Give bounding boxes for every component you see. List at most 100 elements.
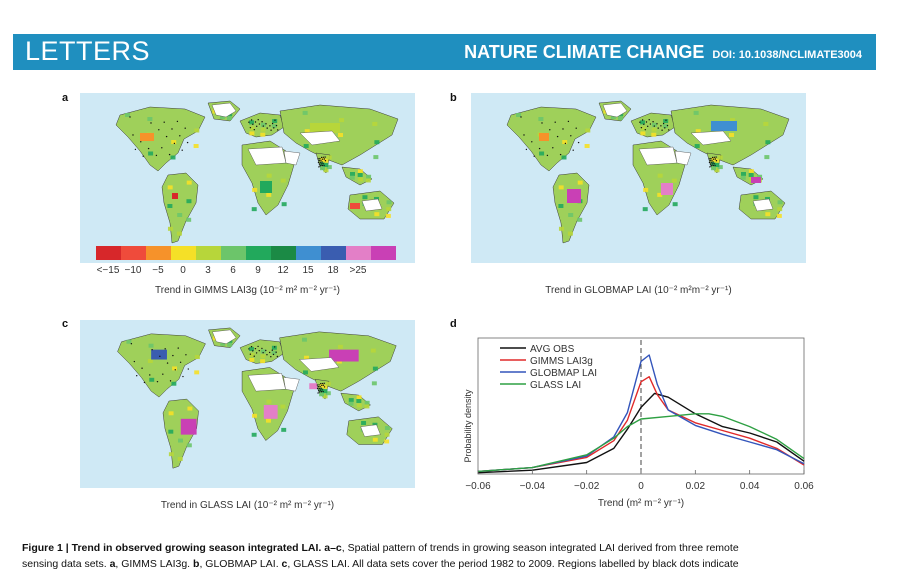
significance-dot [523,134,525,136]
x-tick-label: −0.04 [520,481,546,492]
colorbar-ticks: <−15 −10 −5 0 3 6 9 12 15 18 >25 [96,265,406,277]
trend-patch [657,192,663,197]
legend-label: GIMMS LAI3g [530,356,593,367]
trend-patch [186,199,192,204]
panel-label-c: c [62,318,69,330]
significance-dot [268,351,271,354]
significance-dot [155,154,158,157]
map-panel-c [80,320,415,488]
significance-dot [321,158,324,160]
panel-label-d: d [450,318,457,330]
significance-dot [562,128,564,130]
trend-patch [617,116,623,121]
trend-patch [764,155,770,160]
significance-dot [249,126,252,129]
trend-patch [765,140,771,145]
significance-dot [275,351,277,353]
significance-dot [317,386,320,388]
significance-dot [164,348,166,350]
trend-patch [362,195,368,200]
trend-patch [356,403,362,408]
trend-patch [717,155,723,160]
trend-patch [249,120,255,125]
significance-dot [249,353,252,355]
legend-label: GLOBMAP LAI [530,368,597,379]
y-axis-label: Probability density [463,389,473,463]
x-tick-label: −0.06 [465,481,491,492]
caption-c: Trend in GLASS LAI (10⁻² m² m⁻² yr⁻¹) [160,500,335,511]
significance-dot [270,356,272,358]
caption-a-text: , GIMMS LAI3g. [115,558,194,570]
significance-dot [554,121,556,123]
significance-dot [149,374,151,376]
nodata-greenland-ice [212,329,237,344]
significance-dot [520,116,522,118]
significance-dot [714,158,717,160]
trend-patch [695,129,701,134]
significance-dots [130,343,326,394]
section-title: LETTERS [25,36,151,66]
colorbar-swatch [371,246,396,260]
significance-dot [276,355,279,358]
significance-dot [541,122,543,124]
world-map-c [117,327,397,469]
significance-dot [525,148,528,151]
trend-patch [640,131,646,136]
trend-patch [194,128,200,133]
significance-dot [323,164,325,167]
trend-patch [640,126,646,131]
land-group [117,327,397,469]
significance-dot [257,345,259,348]
significance-dot [274,119,276,121]
trend-patch [260,122,266,127]
trend-patch [729,133,734,137]
significance-dot [549,129,551,131]
significance-dot [169,380,172,382]
trend-patch [226,116,232,121]
trend-patch [177,456,183,461]
significance-dot [714,164,716,167]
trend-patch [186,217,192,222]
trend-patch [386,200,392,205]
significance-dot [711,159,713,161]
trend-patch [149,377,155,382]
desert-group [602,102,774,212]
trend-patch [366,174,372,179]
significance-dot [644,128,646,131]
trend-patch [260,349,266,354]
trend-patch [280,404,286,409]
significance-dot [713,156,716,158]
significance-dot [648,119,650,121]
trend-patch [765,212,771,217]
caption-c-text: , GLASS LAI. All data sets cover the per… [287,558,739,570]
trend-patch [672,202,678,207]
significance-dot [641,119,644,121]
world-map-a [115,100,399,244]
trend-patch [539,151,545,156]
trend-patch [693,110,699,115]
trend-patch [516,113,521,117]
significance-dot [265,349,267,352]
significance-dot [266,354,268,356]
significance-dot [665,119,667,121]
caption-a-bold: a [109,558,116,570]
colorbar-tick-label: 3 [205,265,211,276]
caption-rest: , Spatial pattern of trends in growing s… [341,542,739,554]
significance-dot [708,158,710,160]
trend-patch [349,175,355,180]
trend-patch-strong [751,177,761,183]
trend-patch-strong [263,404,278,419]
significance-dot [666,124,669,127]
caption-line2-start: sensing data sets. [22,558,110,570]
trend-patch [171,381,177,386]
significance-dot [187,368,189,370]
trend-patch [171,140,177,144]
nodata-central-asia [299,130,341,146]
caption-b-bold: b [193,558,200,570]
significance-dot [709,163,712,165]
trend-patch [194,370,200,375]
significance-dots [520,116,718,168]
trend-patch [562,140,568,144]
significance-dot [710,161,712,163]
trend-patch [249,347,254,351]
